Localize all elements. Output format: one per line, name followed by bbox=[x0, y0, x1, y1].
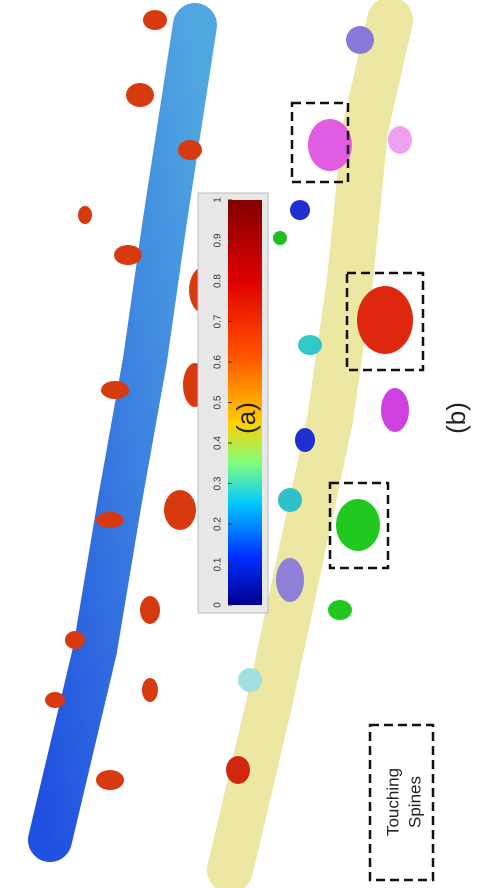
tick-label: 0.2 bbox=[213, 517, 224, 531]
legend-text: Spines bbox=[405, 776, 424, 828]
colorbar: 0 0.1 0.2 0.3 0.4 0.5 0.6 0.7 0.8 0.9 1 bbox=[197, 192, 269, 614]
dendrite-a bbox=[28, 3, 221, 862]
colorbar-gradient bbox=[228, 200, 262, 605]
legend-text: Touching bbox=[383, 768, 402, 836]
tick-label: 0.6 bbox=[213, 355, 224, 369]
panel-label: (b) bbox=[441, 402, 471, 434]
panel-label: (a) bbox=[231, 402, 261, 434]
tick-label: 0.7 bbox=[213, 314, 224, 328]
tick-label: 0.8 bbox=[213, 274, 224, 288]
tick-label: 0.1 bbox=[213, 557, 224, 571]
tick-label: 1 bbox=[213, 197, 224, 203]
legend-box bbox=[368, 723, 435, 882]
tick-label: 0.9 bbox=[213, 233, 224, 247]
tick-label: 0.3 bbox=[213, 476, 224, 490]
dendrite-b bbox=[207, 0, 425, 888]
tick-label: 0.4 bbox=[213, 436, 224, 450]
tick-label: 0.5 bbox=[213, 395, 224, 409]
tick-label: 0 bbox=[213, 602, 224, 608]
